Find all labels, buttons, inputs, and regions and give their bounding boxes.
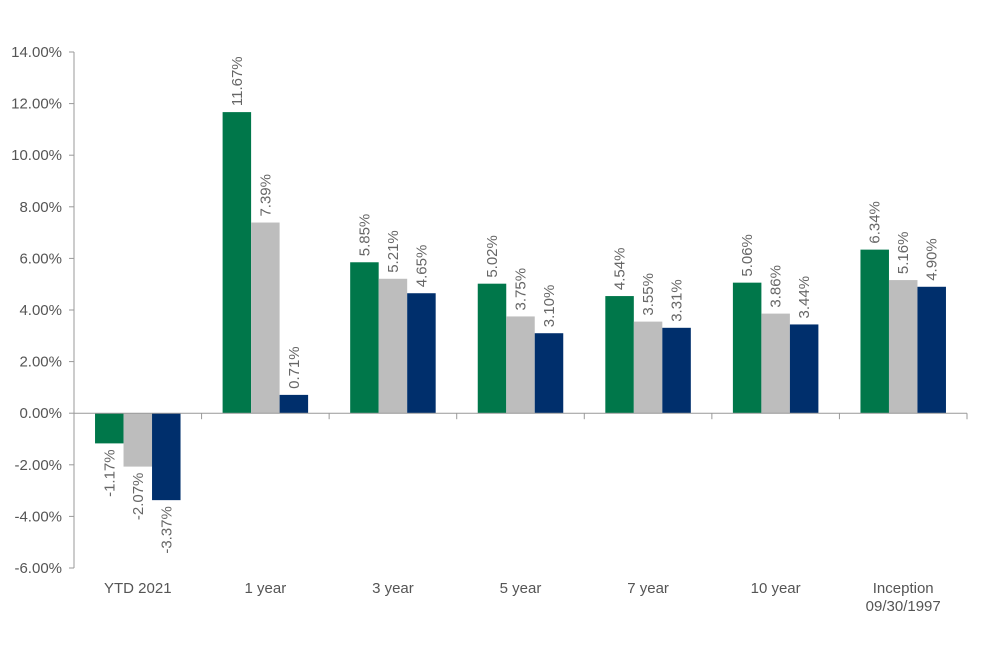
data-label: 3.55%: [640, 273, 657, 316]
y-tick-label: 6.00%: [19, 250, 62, 267]
bar: [95, 413, 124, 444]
data-label: -2.07%: [130, 473, 147, 521]
y-tick-label: 4.00%: [19, 302, 62, 319]
y-tick-label: 0.00%: [19, 405, 62, 422]
bar: [477, 283, 507, 414]
bar: [732, 282, 762, 414]
bar: [789, 324, 819, 414]
data-label: 3.75%: [513, 268, 530, 311]
data-label: 5.85%: [356, 214, 373, 257]
bar: [605, 296, 634, 414]
data-label: 3.31%: [669, 279, 686, 322]
bar: [888, 280, 918, 414]
bar: [633, 321, 663, 414]
data-label: 5.16%: [895, 232, 912, 275]
bar: [407, 293, 436, 414]
data-label: 0.71%: [286, 346, 303, 389]
bar: [917, 286, 946, 414]
bar: [761, 313, 790, 414]
data-label: 5.21%: [385, 230, 402, 273]
bar: [506, 316, 535, 414]
x-tick-label: 1 year: [245, 580, 287, 597]
y-tick-label: 10.00%: [11, 147, 62, 164]
bar: [860, 249, 889, 414]
bar: [279, 394, 309, 414]
x-tick-label: 10 year: [751, 580, 801, 597]
y-tick-label: 12.00%: [11, 96, 62, 113]
bar: [534, 333, 564, 414]
data-label: 4.65%: [413, 245, 430, 288]
y-tick-label: 8.00%: [19, 199, 62, 216]
x-tick-label: 3 year: [372, 580, 414, 597]
data-label: 3.44%: [796, 276, 813, 319]
bar: [222, 112, 252, 414]
data-label: 5.06%: [739, 234, 756, 277]
x-tick-label: YTD 2021: [104, 580, 172, 597]
y-tick-label: -4.00%: [14, 508, 62, 525]
data-label: 4.54%: [612, 248, 629, 291]
y-tick-label: -2.00%: [14, 457, 62, 474]
bar: [123, 413, 153, 467]
bar: [152, 413, 181, 501]
bar: [350, 262, 379, 414]
bar: [378, 278, 408, 414]
y-tick-label: 14.00%: [11, 44, 62, 61]
bar: [251, 222, 280, 414]
data-label: 5.02%: [484, 235, 501, 278]
x-tick-label: 09/30/1997: [866, 598, 941, 615]
y-tick-label: -6.00%: [14, 560, 62, 577]
x-tick-label: Inception: [873, 580, 934, 597]
bar: [662, 327, 691, 414]
data-label: -3.37%: [158, 506, 175, 554]
y-tick-label: 2.00%: [19, 354, 62, 371]
data-label: 6.34%: [867, 201, 884, 244]
data-label: 11.67%: [229, 56, 246, 106]
data-label: 7.39%: [257, 174, 274, 217]
data-label: 3.86%: [768, 265, 785, 308]
data-label: 3.10%: [541, 285, 558, 328]
x-tick-label: 5 year: [500, 580, 542, 597]
x-tick-label: 7 year: [627, 580, 669, 597]
data-label: -1.17%: [101, 449, 118, 497]
data-label: 4.90%: [924, 238, 941, 281]
